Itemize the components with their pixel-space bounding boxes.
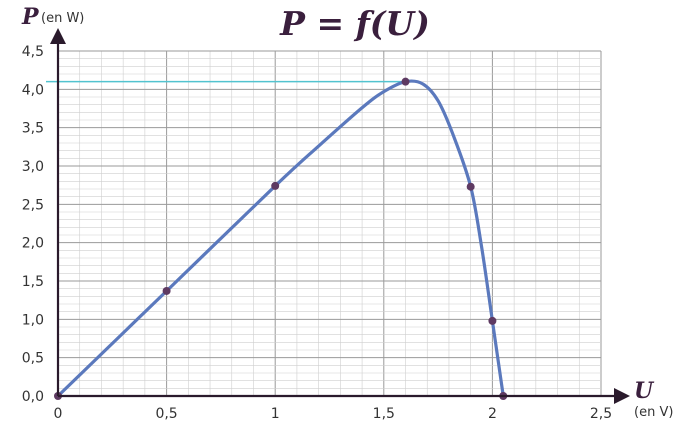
x-axis-unit: (en V) [634, 405, 673, 420]
x-tick-label: 0 [54, 406, 63, 422]
data-point [488, 316, 497, 325]
y-tick-label: 3,5 [22, 121, 44, 137]
axes [50, 28, 630, 404]
y-tick-label: 4,0 [22, 82, 44, 98]
y-tick-label: 2,5 [22, 197, 44, 213]
data-points [54, 77, 508, 400]
chart-title: P = f(U) [279, 4, 430, 43]
x-tick-label: 2,5 [590, 406, 612, 422]
data-point [271, 181, 280, 190]
y-axis-unit: (en W) [41, 11, 84, 26]
y-tick-label: 1,0 [22, 312, 44, 328]
x-tick-label: 0,5 [155, 406, 177, 422]
y-tick-label: 4,5 [22, 44, 44, 60]
data-point [401, 77, 410, 86]
x-axis-arrow [614, 388, 630, 404]
tick-labels: 0 0,5 1 1,5 2 2,5 0,0 0,5 1,0 1,5 2,0 2,5 3,0 3,5 4,0 4… [22, 44, 612, 422]
y-axis-arrow [50, 28, 66, 44]
x-tick-label: 1,5 [373, 406, 395, 422]
y-axis-symbol: P [21, 4, 40, 30]
y-tick-label: 2,0 [22, 236, 44, 252]
y-tick-label: 3,0 [22, 159, 44, 175]
y-tick-label: 0,5 [22, 351, 44, 367]
x-axis-symbol: U [634, 378, 655, 404]
x-tick-label: 1 [271, 406, 280, 422]
grid [57, 50, 602, 397]
y-tick-label: 0,0 [22, 389, 44, 405]
series-line-p-vs-u [56, 79, 505, 398]
y-tick-label: 1,5 [22, 274, 44, 290]
data-point [162, 286, 171, 295]
x-tick-label: 2 [488, 406, 497, 422]
data-point [466, 182, 475, 191]
